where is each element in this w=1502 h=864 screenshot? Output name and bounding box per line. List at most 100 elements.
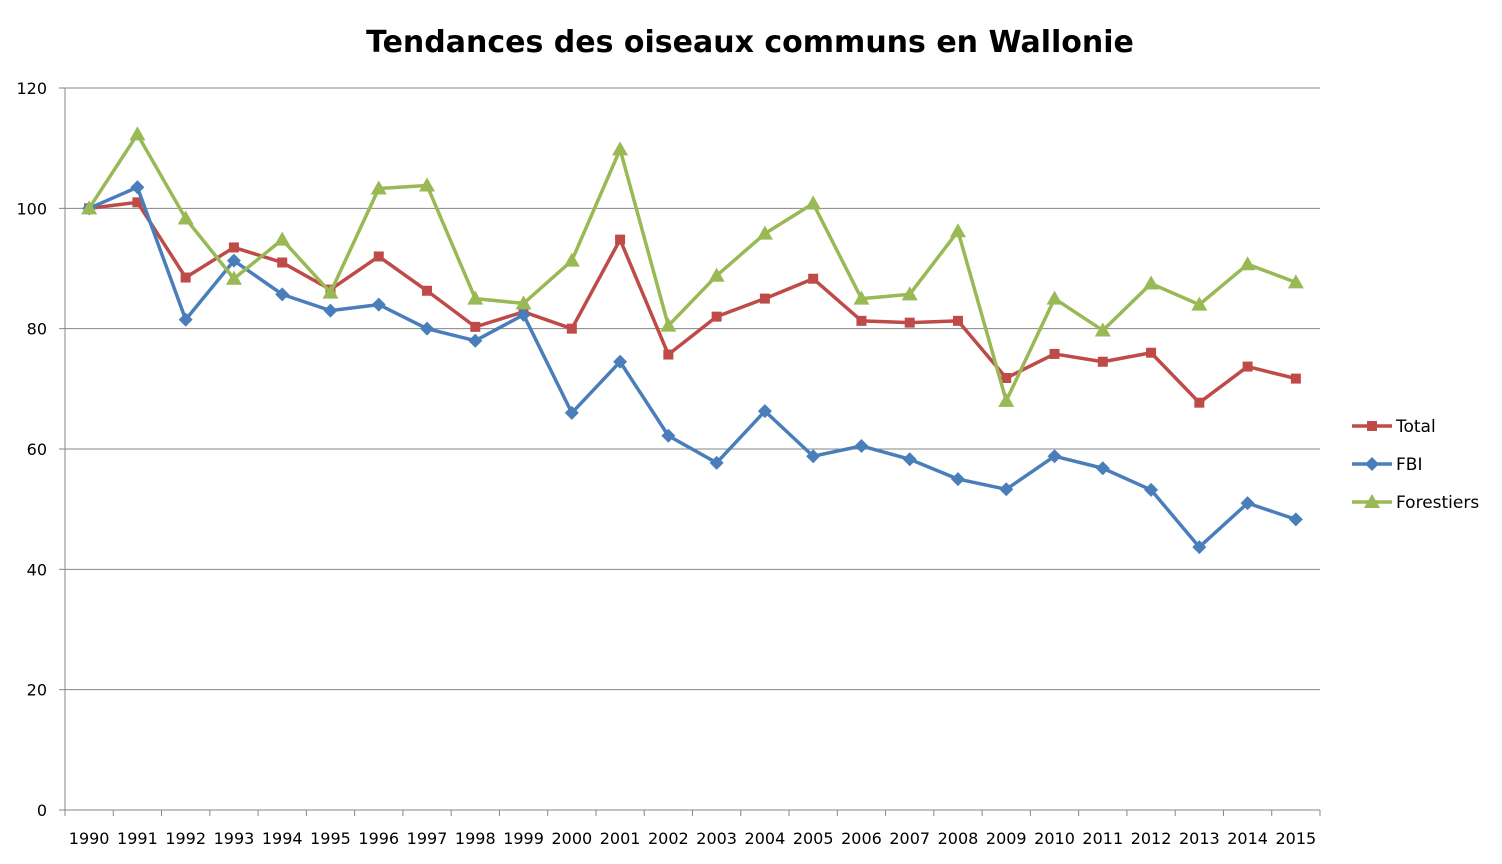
data-point-forestiers-1991 (129, 126, 146, 141)
x-tick-label-2013: 2013 (1179, 829, 1220, 848)
data-point-forestiers-2005 (805, 195, 822, 210)
data-point-fbi-1999 (516, 307, 531, 322)
data-point-fbi-2003 (709, 455, 724, 470)
x-tick-label-2011: 2011 (1082, 829, 1123, 848)
x-tick-label-2014: 2014 (1227, 829, 1268, 848)
series-fbi (82, 180, 1303, 555)
legend-item-total: Total (1352, 417, 1436, 437)
data-point-total-2003 (711, 311, 722, 322)
legend-marker-total (1367, 421, 1377, 431)
data-point-fbi-2015 (1288, 512, 1303, 527)
series-forestiers (81, 126, 1304, 407)
series-line-total (88, 200, 1297, 405)
data-point-fbi-1996 (371, 297, 386, 312)
data-point-forestiers-2009 (998, 392, 1015, 407)
x-tick-label-2003: 2003 (696, 829, 737, 848)
data-point-fbi-1993 (226, 253, 241, 268)
data-point-total-2011 (1097, 356, 1108, 367)
legend-item-forestiers: Forestiers (1352, 493, 1479, 513)
data-point-total-2014 (1242, 361, 1253, 372)
x-tick-label-2009: 2009 (986, 829, 1027, 848)
axes (59, 87, 1321, 816)
legend-marker-fbi (1365, 457, 1379, 471)
x-tick-label-1990: 1990 (69, 829, 110, 848)
y-tick-label-100: 100 (16, 199, 47, 218)
data-point-forestiers-2000 (563, 252, 580, 267)
data-point-forestiers-2007 (901, 286, 918, 301)
data-point-forestiers-2011 (1094, 322, 1111, 337)
data-point-fbi-2010 (1047, 449, 1062, 464)
data-point-total-2013 (1194, 397, 1205, 408)
legend-label-total: Total (1395, 417, 1436, 437)
x-tick-label-1996: 1996 (358, 829, 399, 848)
data-point-forestiers-2001 (612, 141, 629, 156)
data-point-forestiers-1999 (515, 295, 532, 310)
data-point-fbi-1998 (468, 333, 483, 348)
y-tick-label-120: 120 (16, 79, 47, 98)
data-point-total-1991 (132, 197, 143, 208)
series-group (81, 126, 1304, 555)
x-tick-label-2007: 2007 (889, 829, 930, 848)
data-point-forestiers-2008 (949, 223, 966, 238)
x-tick-label-1998: 1998 (455, 829, 496, 848)
data-point-fbi-2013 (1192, 540, 1207, 555)
data-point-forestiers-1992 (177, 210, 194, 225)
x-tick-label-1999: 1999 (503, 829, 544, 848)
data-point-total-2009 (1001, 373, 1012, 384)
data-point-total-2006 (856, 315, 867, 326)
y-tick-label-80: 80 (27, 320, 47, 339)
data-point-forestiers-2006 (853, 290, 870, 305)
data-point-total-2012 (1146, 347, 1157, 358)
data-point-fbi-1995 (323, 303, 338, 318)
x-tick-label-2000: 2000 (551, 829, 592, 848)
data-point-forestiers-2012 (1143, 275, 1160, 290)
y-tick-label-40: 40 (27, 560, 47, 579)
x-tick-label-2010: 2010 (1034, 829, 1075, 848)
x-tick-label-2006: 2006 (841, 829, 882, 848)
data-point-fbi-1997 (420, 321, 435, 336)
data-point-fbi-2011 (1095, 461, 1110, 476)
data-point-fbi-2006 (854, 438, 869, 453)
x-tick-label-1991: 1991 (117, 829, 158, 848)
data-point-forestiers-1998 (467, 290, 484, 305)
data-point-forestiers-2014 (1239, 256, 1256, 271)
data-point-total-2007 (904, 317, 915, 328)
data-point-forestiers-1994 (274, 231, 291, 246)
x-tick-label-2015: 2015 (1276, 829, 1317, 848)
legend: Total FBI Forestiers (1352, 417, 1479, 513)
data-point-total-2000 (566, 323, 577, 334)
y-tick-label-0: 0 (37, 801, 47, 820)
data-point-fbi-2012 (1144, 482, 1159, 497)
x-tick-label-2008: 2008 (938, 829, 979, 848)
data-point-total-1992 (180, 272, 191, 283)
x-axis-ticks: 1990 1991 1992 1993 1994 1995 1996 1997 1998 1999… (69, 829, 1316, 848)
data-point-fbi-1994 (275, 287, 290, 302)
data-point-fbi-2008 (950, 472, 965, 487)
data-point-fbi-2000 (564, 405, 579, 420)
x-tick-label-1992: 1992 (165, 829, 206, 848)
y-axis-ticks: 0 20 40 60 80 100 120 (16, 79, 47, 820)
x-tick-label-2005: 2005 (793, 829, 834, 848)
data-point-forestiers-2004 (756, 225, 773, 240)
x-tick-label-2012: 2012 (1131, 829, 1172, 848)
data-point-total-2008 (952, 315, 963, 326)
x-tick-label-1994: 1994 (262, 829, 303, 848)
data-point-fbi-1991 (130, 180, 145, 195)
data-point-fbi-2005 (806, 449, 821, 464)
x-tick-label-2004: 2004 (745, 829, 786, 848)
legend-label-fbi: FBI (1396, 455, 1422, 475)
y-tick-label-20: 20 (27, 681, 47, 700)
x-tick-label-2001: 2001 (600, 829, 641, 848)
data-point-fbi-1992 (178, 312, 193, 327)
data-point-forestiers-2003 (708, 267, 725, 282)
data-point-total-2010 (1049, 348, 1060, 359)
data-point-total-2005 (808, 273, 819, 284)
data-point-fbi-2007 (902, 452, 917, 467)
x-tick-label-1997: 1997 (407, 829, 448, 848)
x-tick-label-2002: 2002 (648, 829, 689, 848)
data-point-total-2002 (663, 349, 674, 360)
data-point-total-2015 (1290, 373, 1301, 384)
y-tick-label-60: 60 (27, 440, 47, 459)
data-point-forestiers-1990 (81, 200, 98, 215)
